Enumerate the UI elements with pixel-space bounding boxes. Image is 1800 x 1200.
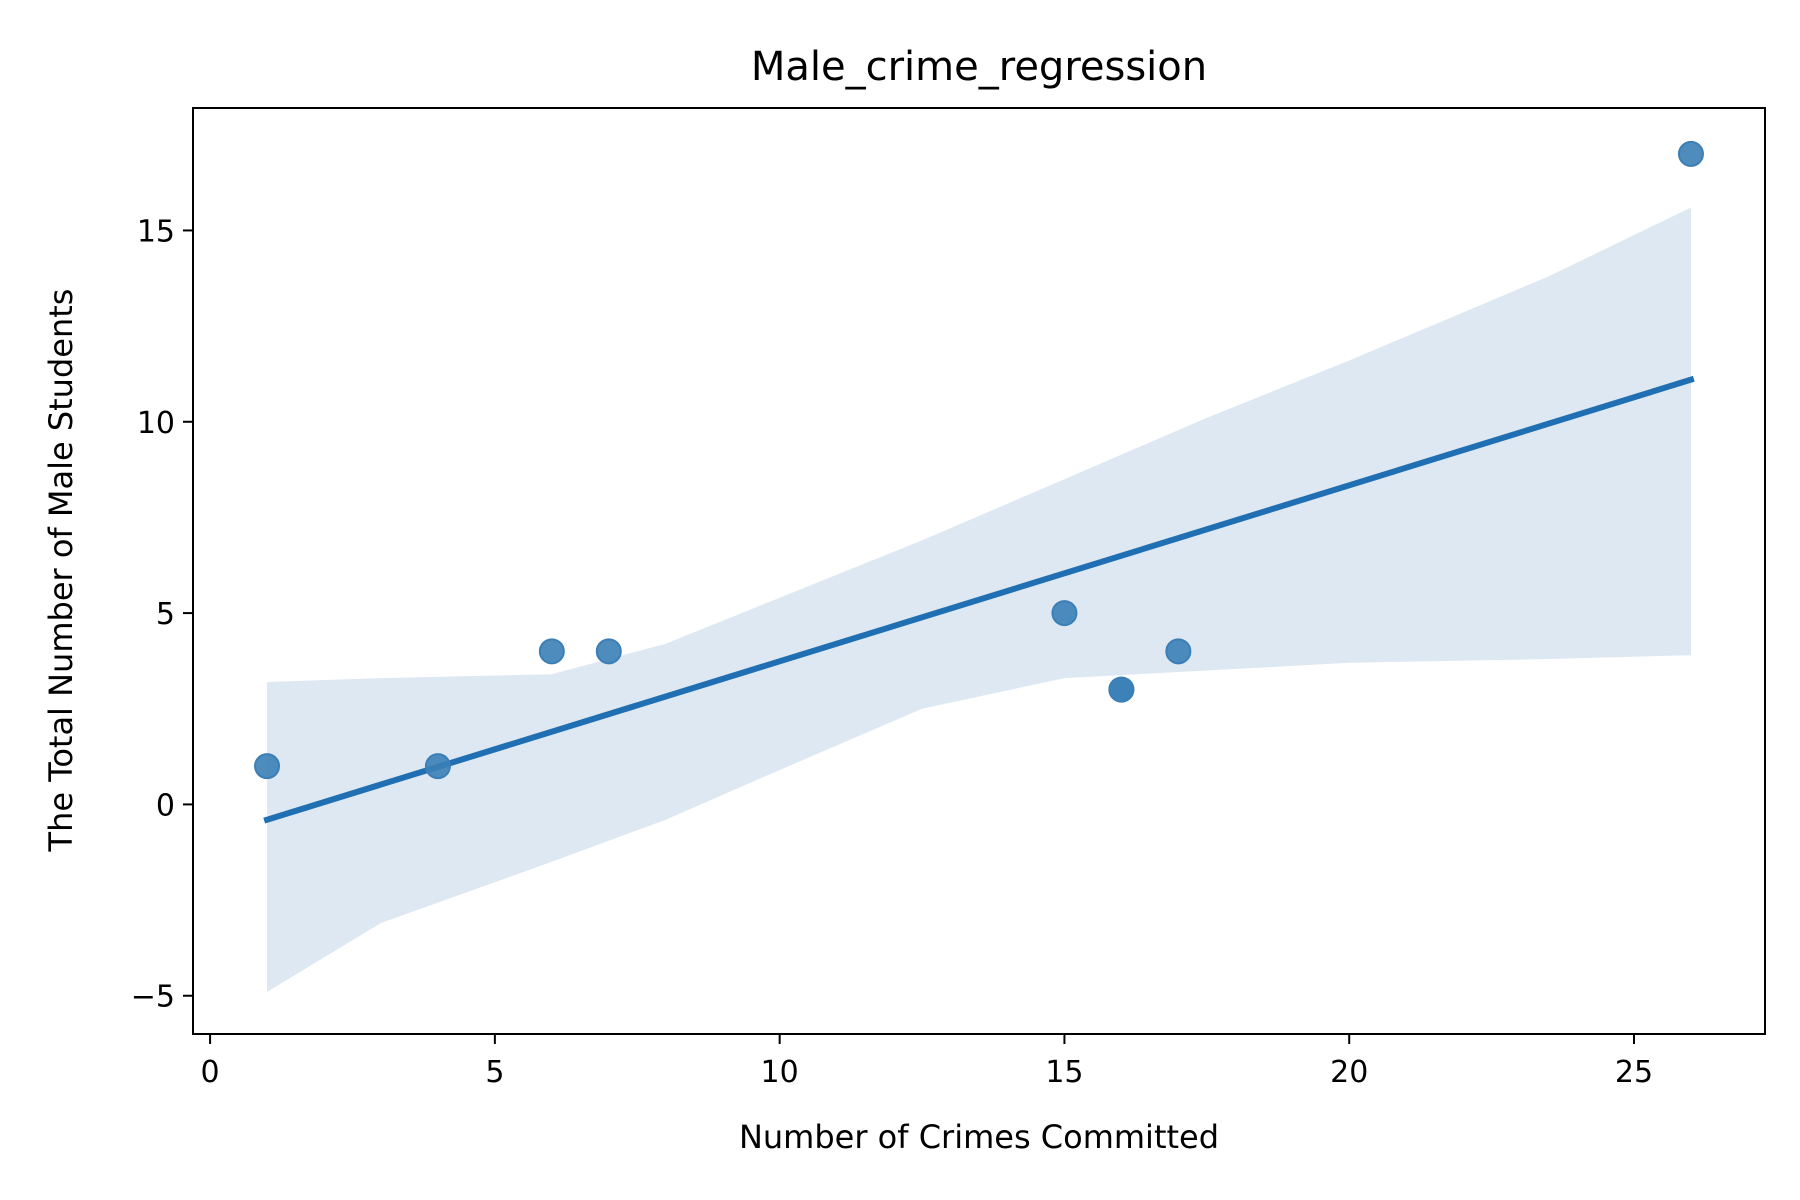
data-point xyxy=(424,753,451,780)
y-tick-label: 0 xyxy=(156,788,175,823)
x-tick-label: 25 xyxy=(1615,1055,1653,1090)
data-point xyxy=(1165,638,1192,665)
y-axis-label: The Total Number of Male Students xyxy=(42,289,80,853)
x-tick-label: 20 xyxy=(1330,1055,1368,1090)
x-axis-ticks: 0 5 10 15 20 25 xyxy=(201,1034,1653,1090)
y-tick-label: 5 xyxy=(156,597,175,632)
regression-line xyxy=(263,375,1695,824)
data-point xyxy=(538,638,565,665)
x-tick-label: 15 xyxy=(1045,1055,1083,1090)
plot-frame xyxy=(192,107,1766,1035)
y-tick-label: −5 xyxy=(131,980,175,1015)
data-points xyxy=(254,140,1704,780)
x-tick-label: 0 xyxy=(201,1055,220,1090)
data-point xyxy=(1108,676,1135,703)
x-axis-label: Number of Crimes Committed xyxy=(739,1118,1219,1156)
chart-title: Male_crime_regression xyxy=(751,44,1207,90)
y-axis-ticks: −5 0 5 10 15 xyxy=(131,214,193,1015)
x-tick-label: 5 xyxy=(485,1055,504,1090)
data-point xyxy=(254,753,281,780)
data-point xyxy=(1051,600,1078,627)
y-tick-label: 15 xyxy=(137,214,175,249)
x-tick-label: 10 xyxy=(761,1055,799,1090)
y-tick-label: 10 xyxy=(137,406,175,441)
data-point xyxy=(1677,140,1704,167)
plot-area xyxy=(254,140,1704,992)
data-point xyxy=(595,638,622,665)
